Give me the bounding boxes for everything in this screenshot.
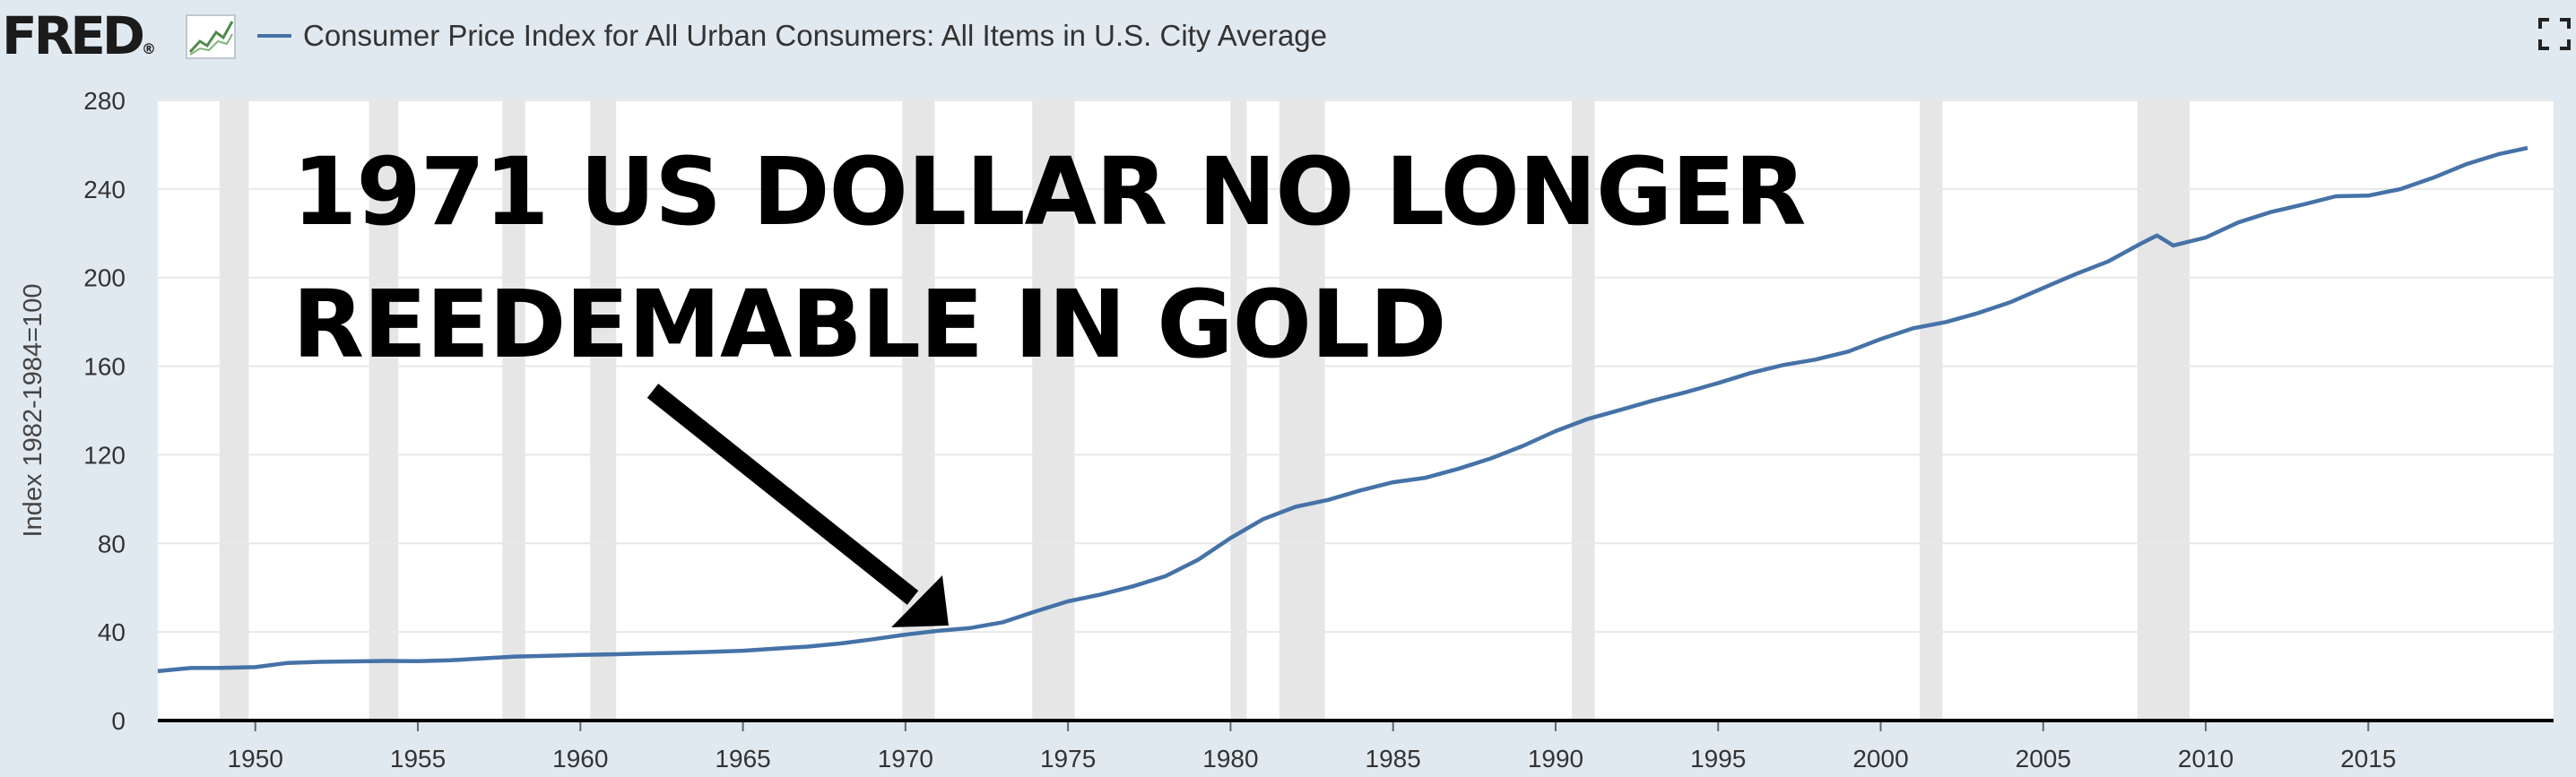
y-axis-ticks: 0 40 80 120 160 200 240 280 <box>83 87 126 735</box>
recession-band <box>1920 100 1943 721</box>
recession-band <box>1230 100 1247 721</box>
y-tick-label: 280 <box>83 87 126 115</box>
x-tick-label: 1985 <box>1366 745 1421 773</box>
x-tick-label: 1990 <box>1528 745 1583 773</box>
x-tick-label: 2000 <box>1852 745 1908 773</box>
x-tick-label: 2015 <box>2340 745 2396 773</box>
x-tick-label: 1965 <box>715 745 770 773</box>
chart-header: FRED® Consumer Price Index for All Urban… <box>0 0 2576 72</box>
fullscreen-icon[interactable] <box>2537 16 2572 52</box>
fred-logo[interactable]: FRED® <box>2 7 156 78</box>
y-tick-label: 120 <box>83 441 126 469</box>
gridlines <box>158 99 2554 634</box>
series-layer <box>157 145 2528 674</box>
recession-band <box>1279 100 1325 721</box>
recession-band <box>590 100 617 721</box>
fred-logo-text: FRED <box>2 5 145 66</box>
y-tick-label: 0 <box>111 707 126 735</box>
x-tick-label: 1995 <box>1690 745 1746 773</box>
recession-bands <box>219 100 2190 721</box>
y-tick-label: 160 <box>83 353 126 381</box>
recession-band <box>219 100 249 721</box>
series-title[interactable]: Consumer Price Index for All Urban Consu… <box>303 19 1328 52</box>
legend-swatch <box>257 34 291 38</box>
recession-band <box>2137 100 2190 721</box>
annotation-text: 1971 US DOLLAR NO LONGER REEDEMABLE IN G… <box>292 137 1806 379</box>
recession-band <box>1572 100 1595 721</box>
registered-mark: ® <box>142 40 157 57</box>
x-tick-label: 1960 <box>552 745 608 773</box>
x-tick-label: 1950 <box>228 745 283 773</box>
y-tick-label: 80 <box>98 530 126 557</box>
recession-band <box>1032 100 1075 721</box>
recession-band <box>502 100 525 721</box>
arrow-icon <box>646 384 949 627</box>
x-tick-label: 1955 <box>390 745 446 773</box>
y-tick-label: 200 <box>83 264 126 292</box>
x-tick-label: 1980 <box>1202 745 1258 773</box>
x-tick-label: 1975 <box>1040 745 1096 773</box>
line-graph-icon <box>186 14 236 59</box>
recession-band <box>369 100 399 721</box>
y-axis-label: Index 1982-1984=100 <box>19 283 48 537</box>
y-tick-label: 240 <box>83 176 126 203</box>
x-tick-label: 2005 <box>2016 745 2071 773</box>
x-tick-label: 1970 <box>878 745 933 773</box>
x-axis-ticks: 1950 1955 1960 1965 1970 1975 1980 1985 1990 1995… <box>228 721 2396 773</box>
y-tick-label: 40 <box>98 618 126 646</box>
series-line <box>157 145 2528 674</box>
x-tick-label: 2010 <box>2178 745 2233 773</box>
